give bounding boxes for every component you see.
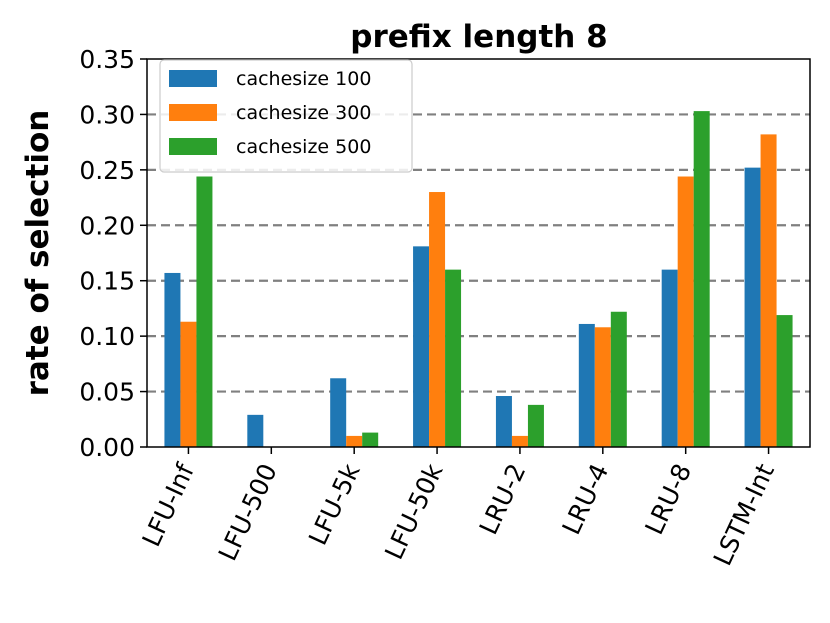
bar <box>594 327 611 447</box>
legend-label: cachesize 100 <box>236 68 371 90</box>
bar <box>527 404 544 447</box>
y-tick-label: 0.25 <box>79 156 135 185</box>
x-tick-label: LRU-8 <box>639 459 697 539</box>
plot-frame <box>146 58 811 448</box>
bars <box>164 111 793 448</box>
y-tick-label: 0.30 <box>79 100 135 129</box>
bar <box>760 134 777 447</box>
bar <box>511 435 528 447</box>
legend-box <box>159 59 413 173</box>
legend: cachesize 100 cachesize 300 cachesize 500 <box>159 59 413 173</box>
y-axis-ticks: 0.00 0.05 0.10 0.15 0.20 0.25 0.30 0.35 <box>79 45 147 462</box>
x-tick-label: LRU-4 <box>556 459 614 539</box>
bar <box>445 269 462 447</box>
bar <box>610 311 627 447</box>
bar <box>578 323 595 447</box>
legend-swatch <box>169 70 217 87</box>
x-tick-label: LFU-500 <box>213 459 283 565</box>
y-tick-label: 0.10 <box>79 322 135 351</box>
y-tick-label: 0.15 <box>79 267 135 296</box>
bar <box>776 315 793 447</box>
x-tick-label: LFU-50k <box>379 459 449 564</box>
bar <box>346 435 363 447</box>
y-tick-label: 0.00 <box>79 433 135 462</box>
bar <box>180 321 197 447</box>
legend-label: cachesize 300 <box>236 102 371 124</box>
x-tick-label: LFU-Inf <box>137 458 201 551</box>
legend-swatch <box>169 138 217 155</box>
bar <box>744 167 761 447</box>
x-tick-label: LRU-2 <box>474 459 532 539</box>
bar <box>164 272 181 447</box>
bar <box>196 176 213 447</box>
x-tick-label: LSTM-Int <box>708 459 780 570</box>
bar <box>677 176 694 447</box>
y-tick-label: 0.35 <box>79 45 135 74</box>
bar <box>413 246 430 447</box>
legend-label: cachesize 500 <box>236 136 371 158</box>
y-axis-label: rate of selection <box>20 110 56 397</box>
y-tick-label: 0.20 <box>79 211 135 240</box>
bar <box>661 269 678 447</box>
x-axis-ticks: LFU-Inf LFU-500 LFU-5k LFU-50k LRU-2 LRU-4 LRU… <box>137 447 780 570</box>
bar <box>693 111 710 448</box>
bar <box>362 432 379 447</box>
bar <box>429 192 446 447</box>
y-tick-label: 0.05 <box>79 378 135 407</box>
bar <box>495 396 512 447</box>
chart-title: prefix length 8 <box>350 19 607 55</box>
legend-swatch <box>169 104 217 121</box>
x-tick-label: LFU-5k <box>303 459 366 550</box>
bar <box>247 414 264 447</box>
bar <box>330 378 347 447</box>
